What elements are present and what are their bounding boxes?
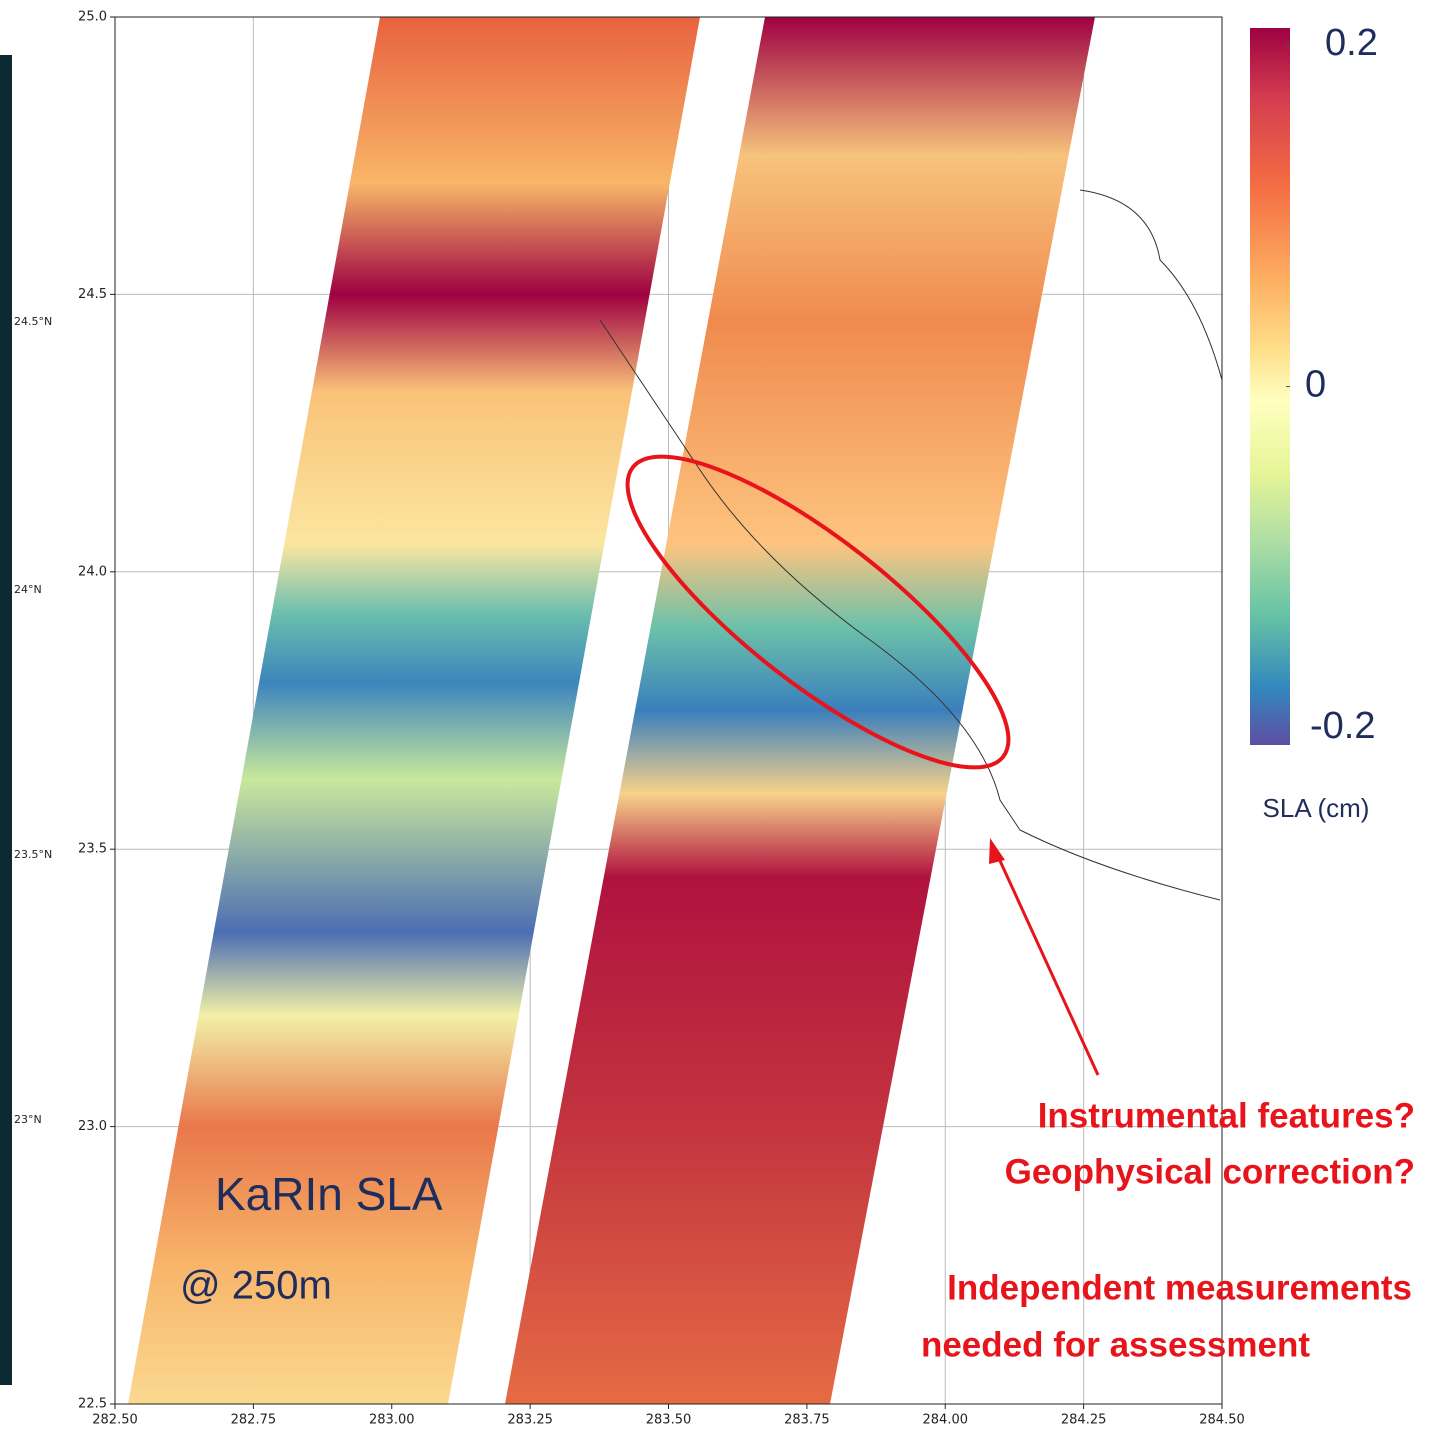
arrow-shaft <box>996 852 1098 1075</box>
x-tick-label: 282.75 <box>231 1413 277 1428</box>
arrow-head <box>989 838 1005 864</box>
y-tick-label: 24.0 <box>78 564 107 579</box>
annotation-question: Instrumental features? <box>1038 1096 1415 1135</box>
y-tick-label: 25.0 <box>78 10 107 25</box>
annotation-question: Geophysical correction? <box>1005 1152 1415 1191</box>
x-tick-label: 283.25 <box>507 1413 553 1428</box>
annotation-note: needed for assessment <box>921 1325 1310 1364</box>
x-tick-label: 283.50 <box>646 1413 692 1428</box>
colorbar-tick-label: -0.2 <box>1310 705 1375 747</box>
y-tick-label: 24.5 <box>78 287 107 302</box>
annotation-resolution: @ 250m <box>180 1264 332 1308</box>
y-tick-label: 22.5 <box>78 1397 107 1412</box>
annotation-note: Independent measurements <box>947 1268 1412 1307</box>
x-tick-label: 284.25 <box>1061 1413 1107 1428</box>
colorbar-label: SLA (cm) <box>1263 793 1370 823</box>
left-panel-lat-label: 24.5°N <box>14 315 52 328</box>
left-panel-lat-label: 23°N <box>14 1113 42 1126</box>
colorbar <box>1250 28 1290 745</box>
x-tick-label: 284.50 <box>1199 1413 1245 1428</box>
x-tick-label: 284.00 <box>923 1413 969 1428</box>
coastline <box>1080 190 1222 380</box>
y-tick-label: 23.5 <box>78 842 107 857</box>
x-tick-label: 283.00 <box>369 1413 415 1428</box>
annotation-title: KaRIn SLA <box>215 1168 443 1220</box>
map-figure: SLA (cm) KaRIn SLA @ 250m Instrumental f… <box>0 0 1433 1432</box>
y-tick-label: 23.0 <box>78 1119 107 1134</box>
colorbar-tick-label: 0.2 <box>1325 22 1378 64</box>
left-panel-image <box>0 55 12 1385</box>
left-panel-lat-label: 24°N <box>14 583 42 596</box>
x-tick-label: 282.50 <box>92 1413 138 1428</box>
left-panel-lat-label: 23.5°N <box>14 848 52 861</box>
x-tick-label: 283.75 <box>784 1413 830 1428</box>
colorbar-tick-label: 0 <box>1305 364 1326 406</box>
